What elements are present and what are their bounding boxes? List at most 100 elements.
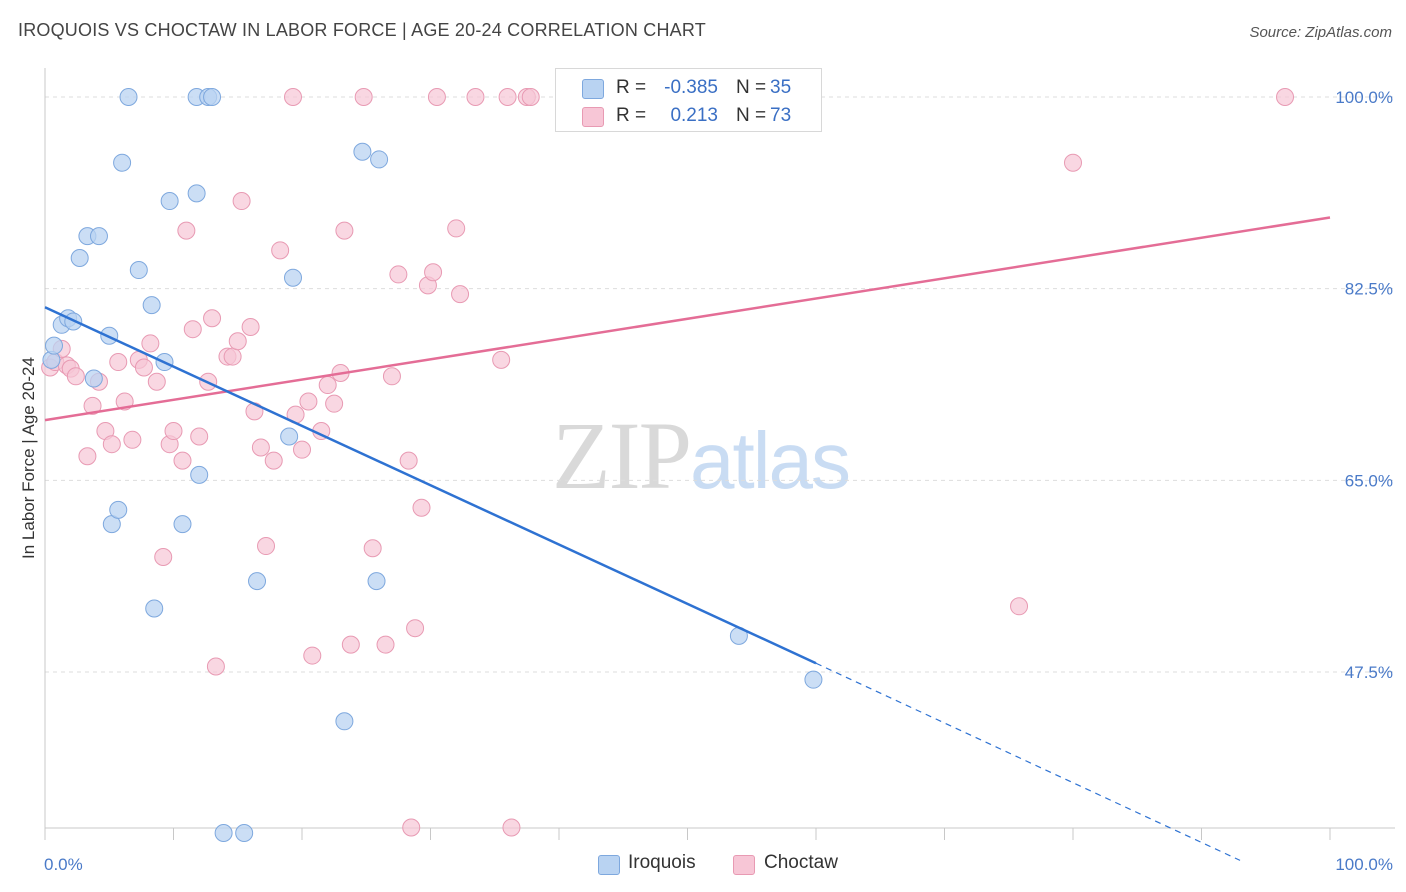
grid-lines [45,96,1395,673]
iroquois-legend-label: Iroquois [628,852,696,873]
choctaw-point [376,635,395,654]
choctaw-point [363,539,382,558]
iroquois-point [203,88,222,106]
choctaw-point [293,440,311,459]
choctaw-point [354,88,373,106]
iroquois-point [235,824,254,842]
y-tick-label: 65.0% [1345,471,1393,490]
choctaw-trend-line [44,216,1331,422]
choctaw-point [228,332,247,351]
iroquois-points [42,88,823,842]
choctaw-point [447,219,466,238]
choctaw-point [382,367,401,386]
choctaw-point [427,88,446,106]
watermark-zip: ZIP [552,402,692,509]
choctaw-point [123,430,142,449]
iroquois-point [804,670,823,689]
choctaw-point [164,422,183,441]
choctaw-point [521,88,540,106]
iroquois-legend-swatch [598,855,620,875]
choctaw-point [177,221,196,240]
iroquois-point [248,572,267,591]
legend-r-label: R = [616,77,647,98]
choctaw-point [154,548,173,566]
choctaw-point [173,451,192,470]
iroquois-point [353,142,372,161]
choctaw-point [241,318,260,336]
choctaw-point [223,347,242,366]
iroquois-point [109,500,128,519]
choctaw-point [109,353,128,372]
choctaw-points [41,88,1295,837]
iroquois-point [89,227,108,246]
choctaw-point [492,350,511,369]
iroquois-swatch [582,79,604,99]
choctaw-point [299,392,318,411]
iroquois-point [145,599,164,618]
choctaw-point [134,358,153,377]
choctaw-legend-label: Choctaw [764,852,838,873]
choctaw-point [402,818,421,837]
y-axis-title: In Labor Force | Age 20-24 [19,357,38,559]
choctaw-point [102,435,121,454]
choctaw-point [203,309,222,328]
choctaw-point [325,394,344,413]
choctaw-point [1010,597,1029,616]
x-tick-label: 0.0% [44,855,83,874]
choctaw-legend-swatch [733,855,755,875]
series-legend: Iroquois Choctaw [0,852,1406,878]
legend-n-value: 35 [770,77,792,98]
choctaw-point [318,376,337,395]
iroquois-point [142,296,161,315]
legend-row-iroquois: R = -0.385 N = 35 [556,74,821,102]
choctaw-point [498,88,517,106]
choctaw-point [83,396,102,415]
legend-n-label: N = [736,77,767,98]
choctaw-point [141,334,160,353]
choctaw-point [399,451,418,470]
choctaw-point [284,88,303,106]
choctaw-point [466,88,485,106]
source-credit: Source: ZipAtlas.com [1249,24,1392,41]
choctaw-point [341,635,360,654]
choctaw-point [502,818,521,837]
choctaw-point [1064,153,1082,172]
y-tick-label: 100.0% [1335,88,1393,107]
choctaw-point [78,447,97,466]
watermark: ZIPatlas [552,400,851,511]
choctaw-point [1276,88,1295,106]
iroquois-point [367,572,386,591]
watermark-atlas: atlas [690,416,851,505]
y-tick-label: 82.5% [1345,280,1393,299]
iroquois-trend-extension [815,662,1241,861]
iroquois-point [187,184,206,203]
iroquois-point [119,88,138,106]
axes [44,68,1395,840]
legend-r-label: R = [616,105,647,126]
legend-n-value: 73 [770,105,792,126]
trend-lines [44,216,1331,861]
y-tick-labels: 47.5% 65.0% 82.5% 100.0% [1335,88,1393,682]
iroquois-point [335,712,354,731]
choctaw-point [251,438,270,457]
iroquois-point [70,249,89,267]
choctaw-point [335,221,354,240]
choctaw-point [406,619,425,638]
legend-r-value: 0.213 [670,105,718,126]
legend-n-label: N = [736,105,767,126]
iroquois-point [190,465,209,484]
choctaw-point [451,285,470,304]
choctaw-point [232,192,251,211]
iroquois-point [214,824,233,842]
legend-row-choctaw: R = 0.213 N = 73 [556,102,821,130]
iroquois-point [113,153,132,172]
choctaw-point [147,372,166,391]
choctaw-point [303,646,322,665]
iroquois-point [173,515,192,534]
iroquois-point [280,427,299,446]
iroquois-point [370,150,389,169]
correlation-legend: R = -0.385 N = 35 R = 0.213 N = 73 [555,68,822,132]
iroquois-point [284,268,303,287]
x-tick-label: 100.0% [1335,855,1393,874]
